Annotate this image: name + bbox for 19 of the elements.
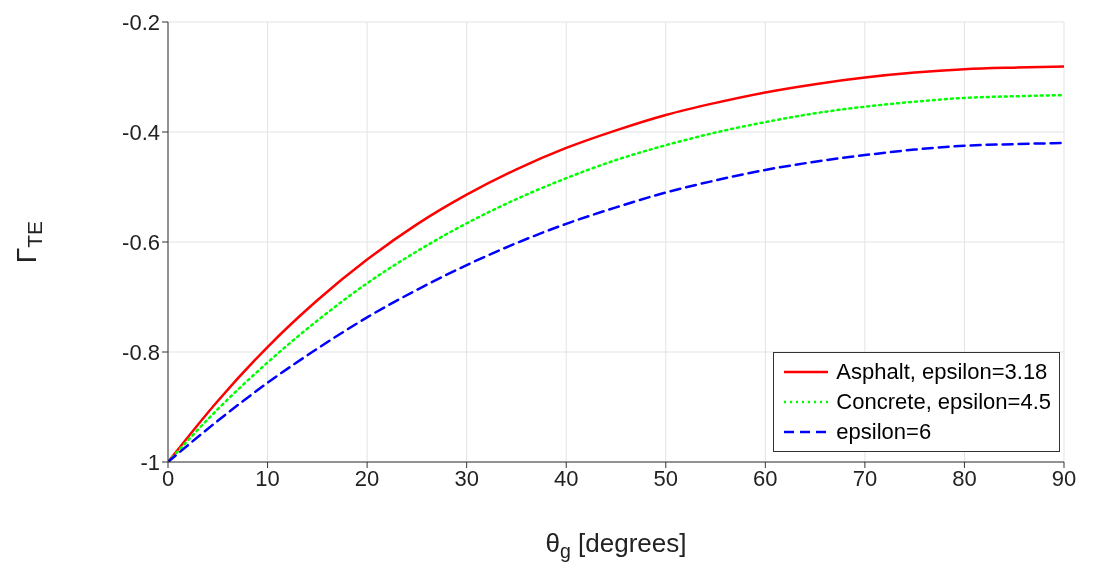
x-tick-label: 30	[454, 465, 479, 491]
x-tick-label: 40	[553, 465, 579, 491]
x-tick-label: 0	[161, 465, 175, 491]
legend-label: epsilon=6	[836, 418, 932, 446]
x-tick-label: 10	[255, 465, 280, 491]
x-tick-label: 20	[354, 465, 380, 491]
x-axis-title: θ$_{g}$ [degrees]	[545, 528, 687, 562]
y-tick-label: -0.6	[122, 229, 160, 255]
legend-label: Asphalt, epsilon=3.18	[836, 358, 1048, 386]
x-tick-label: 90	[1051, 465, 1077, 491]
x-tick-label: 80	[952, 465, 977, 491]
y-tick-label: -1	[140, 449, 160, 475]
legend-label: Concrete, epsilon=4.5	[836, 388, 1051, 416]
x-tick-label: 70	[852, 465, 878, 491]
y-tick-label: -0.8	[122, 339, 160, 365]
x-tick-label: 60	[753, 465, 778, 491]
x-tick-label: 50	[653, 465, 679, 491]
y-tick-label: -0.2	[122, 9, 160, 35]
y-tick-label: -0.4	[122, 119, 160, 145]
